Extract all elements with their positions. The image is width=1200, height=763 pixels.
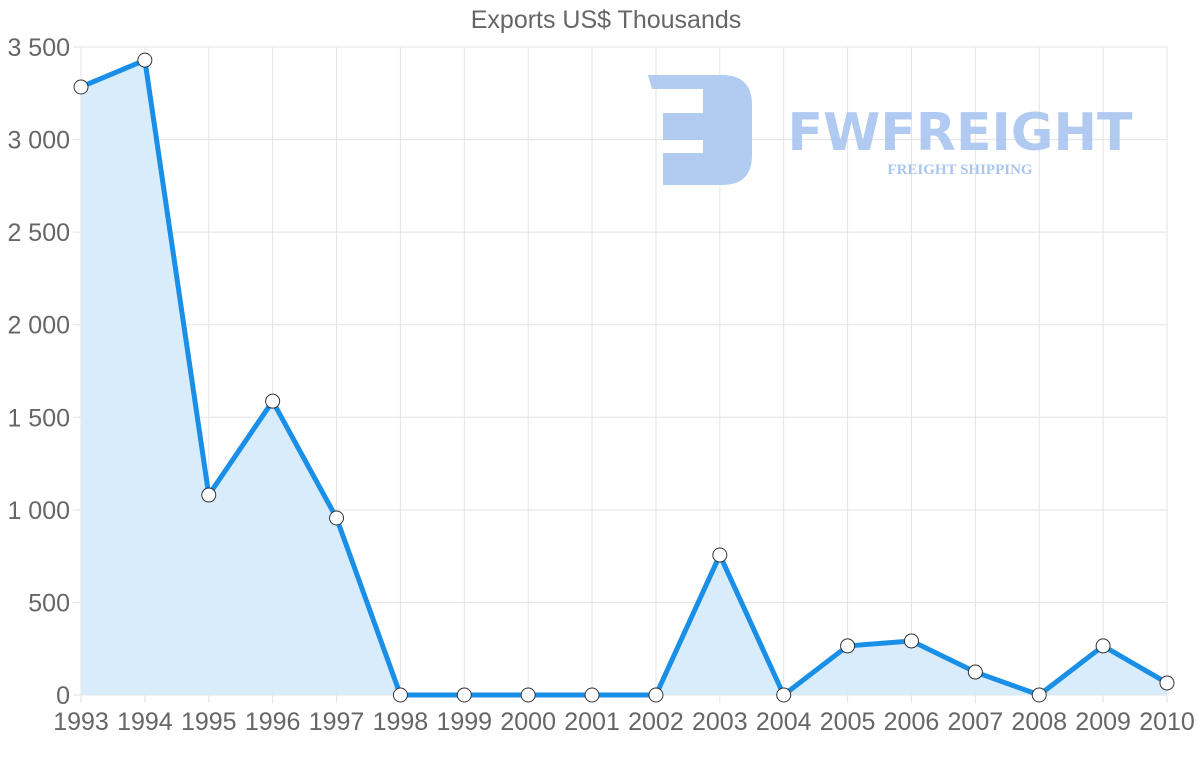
y-tick-label: 1 500: [7, 404, 70, 432]
logo-brand-text: FWFREIGHT: [788, 103, 1134, 163]
data-point-2002[interactable]: [648, 687, 664, 703]
y-tick-label: 2 000: [7, 312, 70, 340]
x-tick-label: 2002: [628, 708, 684, 736]
data-point-1993[interactable]: [73, 79, 89, 95]
x-tick-label: 2009: [1075, 708, 1131, 736]
data-point-2008[interactable]: [1031, 687, 1047, 703]
x-tick-label: 2003: [692, 708, 748, 736]
data-point-1998[interactable]: [392, 687, 408, 703]
x-tick-label: 1997: [309, 708, 365, 736]
data-point-2006[interactable]: [903, 633, 919, 649]
x-tick-label: 1993: [53, 708, 109, 736]
x-tick-label: 2001: [564, 708, 620, 736]
data-line: [80, 57, 1169, 698]
data-point-2004[interactable]: [776, 687, 792, 703]
fwfreight-watermark-logo: FWFREIGHT FREIGHT SHIPPING: [648, 75, 1133, 185]
x-tick-label: 1999: [436, 708, 492, 736]
data-point-2007[interactable]: [967, 664, 983, 680]
data-point-1996[interactable]: [265, 393, 281, 409]
logo-tagline-text: FREIGHT SHIPPING: [887, 162, 1032, 178]
x-tick-label: 2008: [1011, 708, 1067, 736]
x-tick-label: 1996: [245, 708, 301, 736]
data-point-1994[interactable]: [137, 52, 153, 68]
data-point-1995[interactable]: [201, 487, 217, 503]
logo-mark-icon: [648, 75, 752, 185]
y-tick-label: 2 500: [7, 219, 70, 247]
chart-title: Exports US$ Thousands: [470, 6, 742, 34]
x-axis: 1993 1994 1995 1996 1997 1998 1999 2000 2001 2002…: [53, 708, 1195, 736]
data-point-2010[interactable]: [1159, 675, 1175, 691]
data-point-2001[interactable]: [584, 687, 600, 703]
data-point-1997[interactable]: [329, 510, 345, 526]
x-tick-label: 1994: [117, 708, 173, 736]
y-tick-label: 1 000: [7, 497, 70, 525]
x-tick-label: 2006: [884, 708, 940, 736]
x-tick-label: 2000: [500, 708, 556, 736]
x-tick-label: 2010: [1139, 708, 1195, 736]
y-tick-label: 3 500: [7, 34, 70, 62]
data-point-2000[interactable]: [520, 687, 536, 703]
y-tick-label: 3 000: [7, 127, 70, 155]
x-tick-label: 1998: [373, 708, 429, 736]
y-tick-label: 0: [56, 682, 70, 710]
x-tick-label: 2005: [820, 708, 876, 736]
x-tick-label: 2007: [948, 708, 1004, 736]
data-point-2005[interactable]: [840, 638, 856, 654]
data-point-2009[interactable]: [1095, 638, 1111, 654]
y-axis: 0 500 1 000 1 500 2 000 2 500 3 000 3 500: [7, 34, 70, 710]
x-tick-label: 1995: [181, 708, 237, 736]
data-point-2003[interactable]: [712, 547, 728, 563]
y-tick-label: 500: [28, 589, 70, 617]
data-point-1999[interactable]: [456, 687, 472, 703]
series-exports: [73, 52, 1175, 703]
area-fill: [81, 60, 1167, 695]
x-tick-label: 2004: [756, 708, 812, 736]
